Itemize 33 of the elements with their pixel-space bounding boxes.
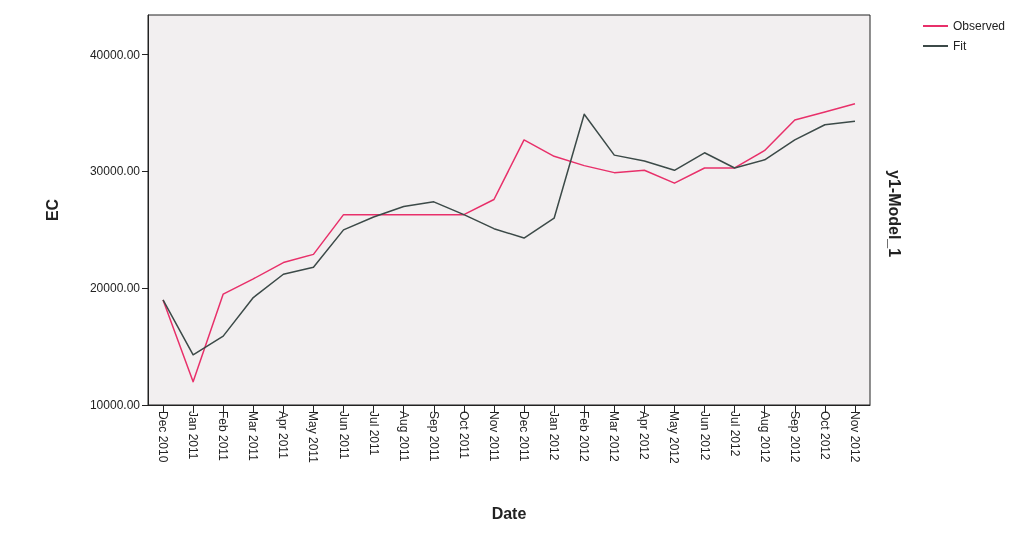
x-tick-label: May 2012 bbox=[667, 411, 682, 465]
text: y1-Model_1 bbox=[885, 170, 903, 258]
x-tick-label: Aug 2011 bbox=[396, 411, 411, 462]
x-tick-label: Nov 2011 bbox=[486, 411, 501, 462]
x-tick-label: Dec 2010 bbox=[156, 411, 171, 463]
x-tick-label: Dec 2011 bbox=[517, 411, 532, 462]
x-tick-label: Aug 2012 bbox=[757, 411, 772, 463]
x-tick-label: Sep 2011 bbox=[426, 411, 441, 462]
x-tick-label: Jan 2011 bbox=[186, 411, 201, 460]
x-tick-label: Jul 2012 bbox=[727, 411, 742, 457]
y-tick-label: 10000.00 bbox=[89, 398, 141, 412]
x-tick-label: Jan 2012 bbox=[547, 411, 562, 461]
legend-label: Observed bbox=[952, 19, 1006, 33]
x-tick-label: Oct 2012 bbox=[817, 411, 832, 461]
y-tick-label: 20000.00 bbox=[89, 281, 141, 296]
x-tick-label: Mar 2011 bbox=[246, 411, 261, 462]
x-tick-label: Jun 2011 bbox=[336, 411, 351, 460]
x-tick-label: Jun 2012 bbox=[697, 411, 712, 461]
x-tick-label: Nov 2012 bbox=[847, 411, 862, 463]
x-tick-label: Jul 2011 bbox=[366, 411, 381, 456]
y-tick-label: 40000.00 bbox=[89, 47, 141, 62]
x-tick-label: Feb 2011 bbox=[216, 411, 231, 462]
x-tick-label: Feb 2012 bbox=[577, 411, 592, 463]
x-tick-label: Sep 2012 bbox=[787, 411, 802, 463]
y-tick-label: 30000.00 bbox=[89, 164, 141, 179]
x-tick-label: Oct 2011 bbox=[456, 411, 471, 460]
legend-label: Fit bbox=[952, 39, 967, 53]
x-tick-label: Mar 2012 bbox=[607, 411, 622, 463]
x-axis-title: Date bbox=[491, 504, 527, 522]
x-tick-label: May 2011 bbox=[306, 411, 321, 464]
x-tick-label: Apr 2011 bbox=[276, 411, 291, 460]
x-tick-label: Apr 2012 bbox=[637, 411, 652, 461]
y-axis-title: EC bbox=[43, 198, 61, 222]
